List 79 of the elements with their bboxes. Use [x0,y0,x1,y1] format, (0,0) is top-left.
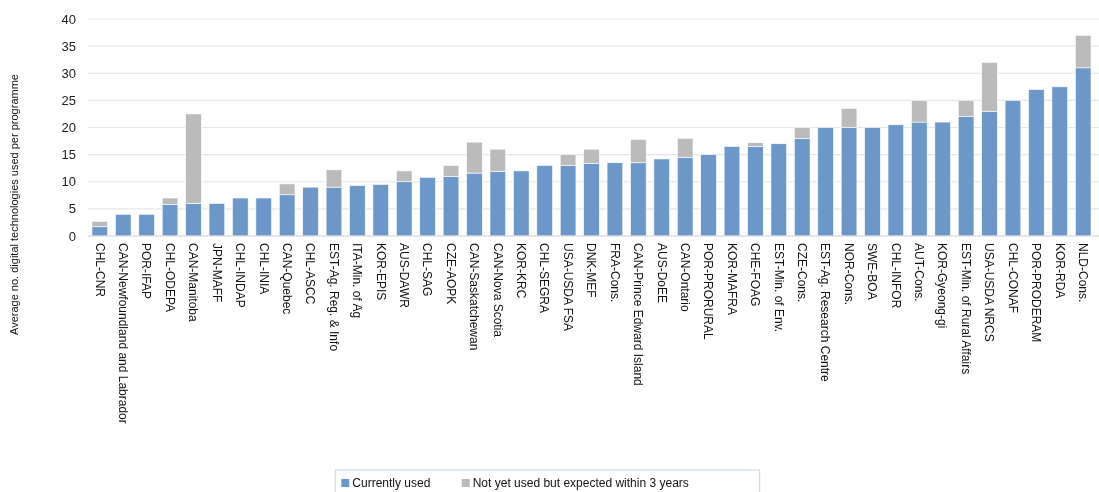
x-tick-label: NLD-Cons. [1075,243,1090,303]
x-tick-label: AUS-DAWR [396,243,411,309]
legend-label: Currently used [352,476,431,491]
x-tick-label: DNK-MEF [584,243,599,298]
bar [887,124,905,237]
x-tick-label: EST-Min. of Rural Affairs [958,243,973,375]
y-tick-label: 20 [61,120,76,136]
x-tick-label: CHL-ASCC [303,243,318,305]
x-tick-label: CZE-Cons. [795,243,810,303]
x-tick-label: ITA-Min. of Ag [350,243,365,319]
x-tick-label: CHL-CONAF [1005,243,1020,314]
bar [747,146,764,237]
bar [513,170,530,237]
y-tick-label: 5 [68,201,76,217]
x-tick-label: USA-USDA NRCS [982,243,997,342]
x-tick-label: SWE-BOA [865,243,880,300]
bar [606,162,624,237]
x-tick-label: CHL-INDAP [233,243,248,308]
x-tick-label: USA-USDA FSA [560,243,575,332]
x-tick-label: CAN-Prince Edward Island [631,243,646,386]
x-tick-label: KOR-EPIS [373,243,388,301]
x-tick-label: JPN-MAFF [209,243,224,303]
bar [1051,86,1068,237]
x-tick-label: CAN-Newfoundland and Labrador [116,243,131,424]
x-tick-label: KOR-MAFRA [724,243,739,315]
x-tick-label: CHL-INIA [256,243,271,295]
y-tick-label: 25 [61,92,76,108]
x-tick-label: CHL-SAG [420,243,435,297]
x-tick-label: POR-PRORURAL [701,243,716,341]
x-tick-label: POR-IFAP [139,243,154,300]
x-tick-label: CZE-AOPK [443,243,458,305]
bar [302,186,319,237]
x-tick-label: AUS-DoEE [654,243,669,304]
x-tick-label: AUT-Cons. [912,243,927,302]
y-tick-label: 30 [61,65,76,81]
y-tick-label: 35 [61,38,76,54]
x-tick-label: POR-PRODERAM [1029,243,1044,343]
x-tick-label: KOR-KRC [514,243,529,299]
bar [864,127,881,237]
x-tick-label: CAN-Manitoba [186,243,201,323]
bar [115,214,132,237]
x-tick-label: CHE-FOAG [748,243,763,307]
bar [208,203,226,237]
bar [723,146,741,237]
x-tick-label: NOR-Cons. [841,243,856,306]
x-tick-label: CHL-CNR [92,243,107,298]
bar [372,184,389,237]
y-tick-label: 15 [61,147,76,163]
y-axis-title: Average no. digital technologies used per programme [8,74,20,335]
bar [1028,89,1045,237]
x-tick-label: CAN-Nova Scotia [490,243,505,338]
x-tick-label: CAN-Quebec [279,243,294,315]
bar [653,158,670,237]
bar [1004,100,1022,237]
x-tick-label: EST-Ag. Reg. & Info [326,243,341,352]
x-tick-label: CAN-Ontario [677,243,692,313]
x-tick-label: CHL-INFOR [888,243,903,309]
y-tick-label: 40 [61,11,76,27]
bar [232,197,249,237]
bar [255,197,272,237]
x-tick-label: EST-Min. of Env. [771,243,786,333]
bar [934,121,951,237]
x-tick-label: CHL-ODEPA [162,243,177,313]
bar [536,165,553,237]
bar [138,214,155,237]
x-tick-label: CHL-SEGRA [537,243,552,314]
x-tick-label: KOR-Gyeong-gi [935,243,950,329]
y-tick-label: 0 [68,228,76,244]
bar [419,177,436,237]
bar [700,154,717,237]
bar [349,185,366,237]
x-tick-label: FRA-Cons. [607,243,622,303]
bar [770,143,787,237]
y-tick-label: 10 [61,174,76,190]
x-tick-label: CAN-Saskatchewan [467,243,482,351]
bar [817,127,834,237]
legend-label: Not yet used but expected within 3 years [472,476,689,491]
x-tick-label: KOR-RDA [1052,243,1067,299]
x-tick-label: EST-Ag. Research Centre [818,243,833,383]
